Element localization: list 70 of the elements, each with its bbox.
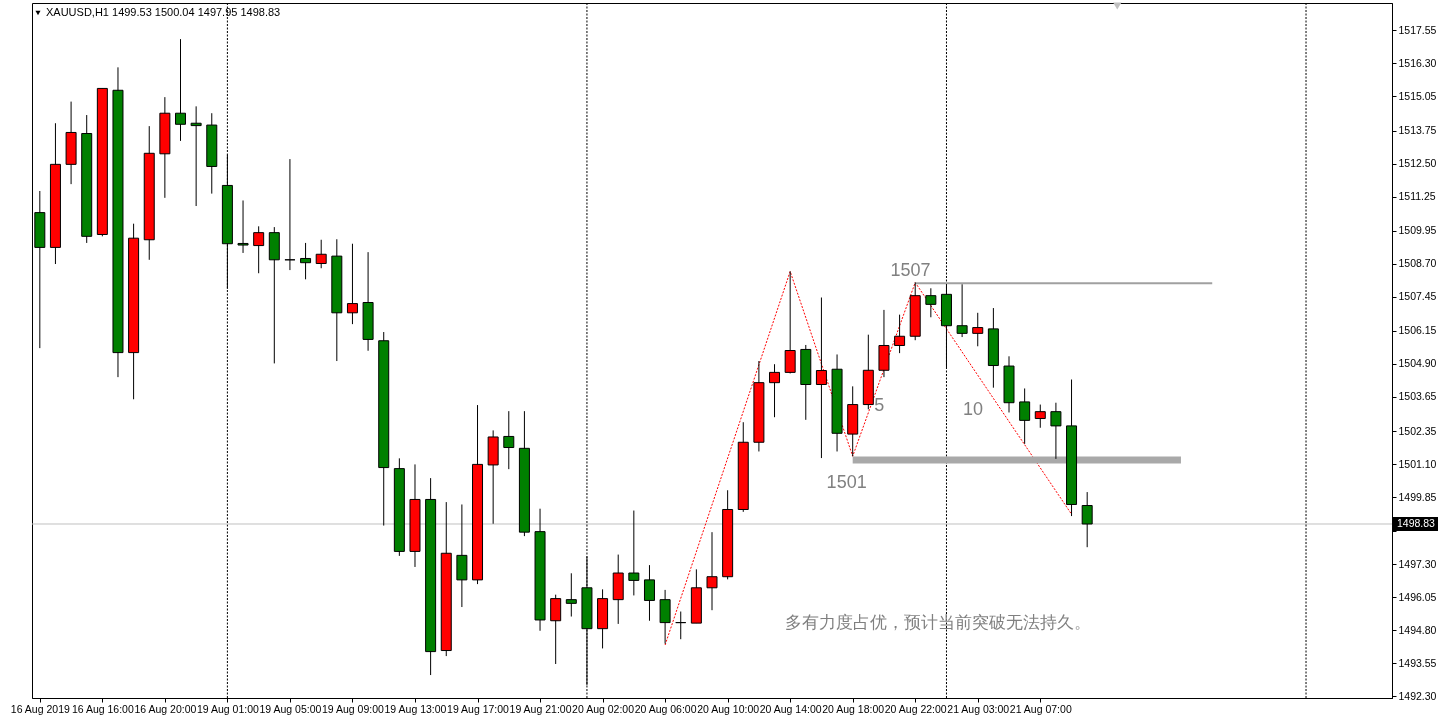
- y-tick-label: 1493.55: [1398, 656, 1437, 669]
- y-tick-label: 1494.80: [1398, 623, 1437, 636]
- x-tick-label: 20 Aug 18:00: [822, 702, 885, 715]
- candlestick: [769, 363, 781, 418]
- x-tick-label: 16 Aug 20:00: [134, 702, 197, 715]
- x-tick-label: 20 Aug 22:00: [884, 702, 947, 715]
- candlestick: [1050, 402, 1062, 460]
- x-tick-label: 20 Aug 06:00: [634, 702, 697, 715]
- x-tick-label: 16 Aug 2019: [10, 702, 70, 715]
- candlestick: [956, 283, 968, 338]
- y-tick-label: 1509.95: [1398, 224, 1437, 237]
- candlestick: [565, 572, 577, 618]
- x-tick-label: 21 Aug 07:00: [1009, 702, 1072, 715]
- candlestick: [659, 589, 671, 645]
- x-tick-label: 20 Aug 02:00: [572, 702, 635, 715]
- y-tick-label: 1504.90: [1398, 357, 1437, 370]
- candlestick: [1034, 404, 1046, 429]
- annotation: 5: [874, 395, 885, 416]
- x-tick-label: 19 Aug 09:00: [322, 702, 385, 715]
- y-tick-label: 1503.65: [1398, 390, 1437, 403]
- candlestick: [253, 225, 265, 274]
- x-tick-label: 20 Aug 10:00: [697, 702, 760, 715]
- y-tick-label: 1502.35: [1398, 424, 1437, 437]
- x-tick-label: 20 Aug 14:00: [759, 702, 822, 715]
- x-tick-label: 19 Aug 05:00: [259, 702, 322, 715]
- y-tick-label: 1517.55: [1398, 23, 1437, 36]
- candlestick: [706, 531, 718, 611]
- candlestick: [675, 611, 687, 640]
- candlestick: [815, 297, 827, 459]
- x-tick-label: 19 Aug 01:00: [196, 702, 259, 715]
- chart-title: XAUUSD,H1 1499.53 1500.04 1497.95 1498.83: [46, 6, 281, 18]
- candlestick: [972, 312, 984, 347]
- candlestick: [503, 410, 515, 470]
- x-tick-label: 19 Aug 21:00: [509, 702, 572, 715]
- y-tick-label: 1515.05: [1398, 89, 1437, 102]
- candlestick: [643, 564, 655, 622]
- x-tick-label: 16 Aug 16:00: [71, 702, 134, 715]
- candlestick: [284, 158, 296, 271]
- candlestick: [550, 594, 562, 665]
- y-tick-label: 1512.50: [1398, 157, 1437, 170]
- y-tick-label: 1499.85: [1398, 490, 1437, 503]
- annotation: 多有力度占优，预计当前突破无法持久。: [784, 612, 1091, 632]
- y-tick-label: 1492.30: [1398, 689, 1437, 702]
- candlestick: [1081, 491, 1093, 548]
- y-tick-label: 1511.25: [1398, 190, 1436, 203]
- y-tick-label: 1507.45: [1398, 290, 1437, 303]
- annotation: 1501: [826, 472, 867, 493]
- annotation: 1507: [890, 260, 931, 281]
- y-tick-label: 1508.70: [1398, 257, 1437, 270]
- x-tick-label: 21 Aug 03:00: [947, 702, 1010, 715]
- candlestick: [300, 242, 312, 280]
- candlestick: [315, 239, 327, 269]
- ref-line-label: 1498.83: [1397, 516, 1436, 529]
- candlestick: [925, 287, 937, 318]
- candlestick: [894, 314, 906, 354]
- annotation: 10: [963, 399, 984, 420]
- x-tick-label: 19 Aug 13:00: [384, 702, 447, 715]
- candlestick: [346, 243, 358, 325]
- y-tick-label: 1497.30: [1398, 557, 1437, 570]
- y-tick-label: 1513.75: [1398, 124, 1437, 137]
- y-tick-label: 1506.15: [1398, 324, 1437, 337]
- x-tick-label: 19 Aug 17:00: [447, 702, 510, 715]
- candlestick: [175, 38, 187, 142]
- candlestick: [190, 105, 202, 207]
- y-tick-label: 1516.30: [1398, 56, 1437, 69]
- y-tick-label: 1496.05: [1398, 590, 1437, 603]
- candlestick: [237, 199, 249, 254]
- y-tick-label: 1501.10: [1398, 457, 1437, 470]
- candlestick: [1019, 387, 1031, 445]
- candlestick: [628, 510, 640, 596]
